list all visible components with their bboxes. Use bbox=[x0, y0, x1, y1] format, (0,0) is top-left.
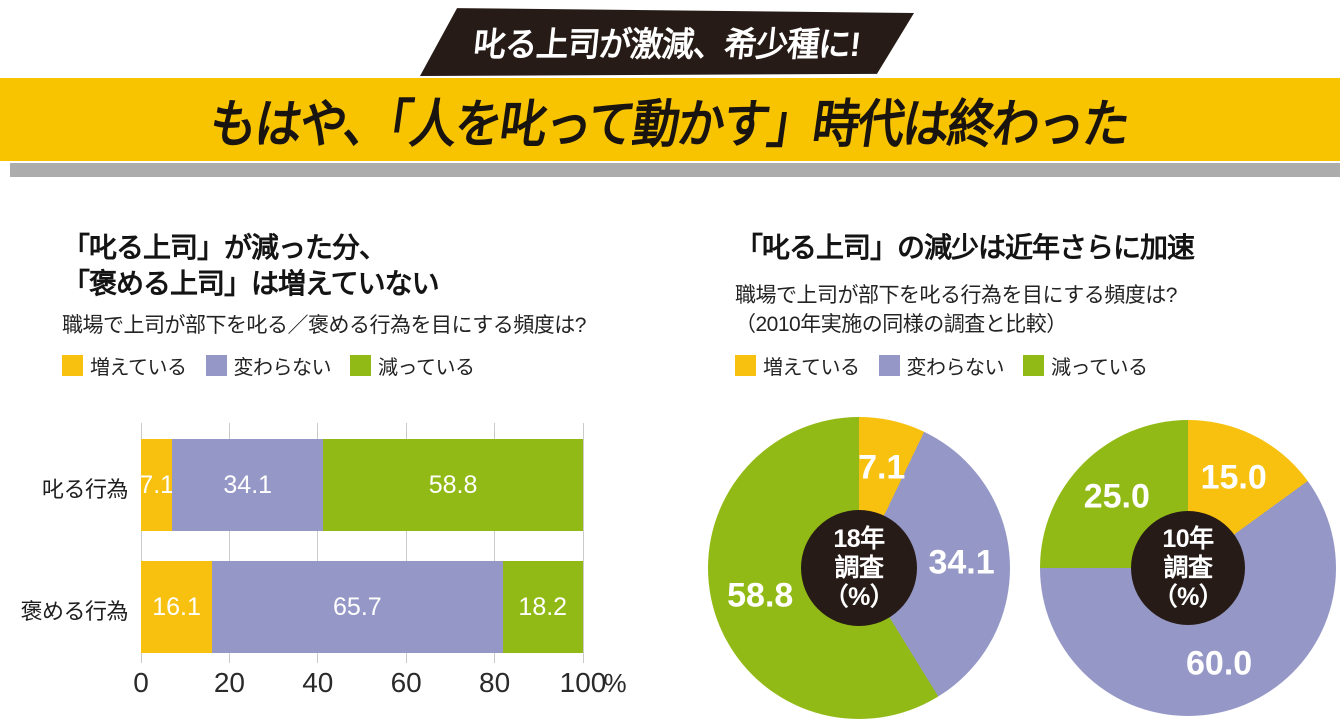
donut-center-line-2: 調査 bbox=[1163, 553, 1213, 582]
bar-value-label: 16.1 bbox=[152, 592, 201, 621]
legend-label-decrease: 減っている bbox=[1051, 356, 1148, 379]
x-axis-tick-100: 100 bbox=[559, 667, 607, 698]
gridline-40 bbox=[317, 423, 319, 663]
legend-swatch-decrease bbox=[1023, 354, 1044, 376]
headline-banner: もはや、「人を叱って動かす」時代は終わった bbox=[0, 78, 1340, 161]
gridline-60 bbox=[405, 423, 407, 663]
bar-segment-increase: 16.1 bbox=[141, 561, 213, 653]
legend-item-increase: 増えている bbox=[62, 351, 187, 380]
donut-value-label-same: 60.0 bbox=[1186, 644, 1253, 683]
top-tag-text: 叱る上司が激減、希少種に! bbox=[471, 25, 862, 64]
x-axis-tick-0: 0 bbox=[133, 667, 149, 698]
legend-item-same: 変わらない bbox=[205, 351, 332, 380]
right-chart-subtitle-line2: （2010年実施の同様の調査と比較） bbox=[735, 313, 1067, 336]
bar-category-label: 褒める行為 bbox=[20, 599, 128, 624]
donut-center-line-2: 調査 bbox=[834, 553, 884, 582]
donut-center-line-1: 10年 bbox=[1162, 524, 1214, 553]
top-tag-banner: 叱る上司が激減、希少種に! bbox=[420, 8, 914, 76]
donut-chart-2018: 18年 調査 （%） bbox=[708, 417, 1010, 719]
left-legend: 増えている 変わらない 減っている bbox=[62, 351, 475, 380]
donut-value-label-same: 34.1 bbox=[928, 543, 995, 582]
legend-label-same: 変わらない bbox=[906, 356, 1005, 379]
legend-swatch-same bbox=[205, 354, 227, 376]
bar-value-label: 65.7 bbox=[333, 592, 382, 621]
donut-value-label-increase: 15.0 bbox=[1200, 458, 1267, 497]
legend-item-increase: 増えている bbox=[735, 351, 860, 380]
legend-swatch-decrease bbox=[350, 354, 371, 376]
donut-value-label-increase: 7.1 bbox=[858, 448, 906, 487]
legend-item-same: 変わらない bbox=[878, 351, 1005, 380]
legend-swatch-same bbox=[878, 354, 900, 376]
right-chart-title: 「叱る上司」の減少は近年さらに加速 bbox=[735, 232, 1195, 263]
legend-item-decrease: 減っている bbox=[1023, 351, 1148, 380]
stacked-bar-chart: 7.1 34.1 58.8 16.1 65.7 18.2 bbox=[139, 423, 584, 663]
bar-category-label: 叱る行為 bbox=[41, 477, 129, 502]
donut-chart-2010: 10年 調査 （%） bbox=[1040, 420, 1336, 716]
bar-value-label: 58.8 bbox=[428, 470, 478, 499]
bar-segment-same: 34.1 bbox=[172, 439, 324, 531]
legend-label-increase: 増えている bbox=[763, 356, 860, 379]
donut-center-line-3: （%） bbox=[823, 582, 895, 611]
donut-center-line-1: 18年 bbox=[833, 524, 885, 553]
bar-segment-increase: 7.1 bbox=[139, 439, 175, 531]
donut-center-line-3: （%） bbox=[1152, 582, 1224, 611]
donut-value-label-decrease: 25.0 bbox=[1083, 477, 1150, 516]
headline-shadow-bar bbox=[10, 163, 1340, 177]
legend-item-decrease: 減っている bbox=[350, 351, 475, 380]
donut-value-label-decrease: 58.8 bbox=[727, 576, 794, 615]
headline-text: もはや、「人を叱って動かす」時代は終わった bbox=[206, 96, 1133, 154]
bar-value-label: 18.2 bbox=[518, 592, 568, 621]
left-chart-title-line1: 「叱る上司」が減った分、 bbox=[62, 232, 387, 263]
x-axis-tick-40: 40 bbox=[302, 667, 334, 698]
bar-row-2: 16.1 65.7 18.2 bbox=[141, 561, 583, 653]
right-legend: 増えている 変わらない 減っている bbox=[735, 351, 1148, 380]
legend-label-decrease: 減っている bbox=[378, 356, 475, 379]
legend-swatch-increase bbox=[62, 354, 83, 376]
gridline-100 bbox=[582, 423, 584, 663]
left-chart-subtitle: 職場で上司が部下を叱る／褒める行為を目にする頻度は? bbox=[62, 314, 586, 337]
right-chart-subtitle-line1: 職場で上司が部下を叱る行為を目にする頻度は? bbox=[735, 284, 1177, 307]
left-chart-title-line2: 「褒める上司」は増えていない bbox=[62, 268, 440, 299]
left-chart-title: 「叱る上司」が減った分、 「褒める上司」は増えていない bbox=[62, 230, 440, 302]
x-axis-tick-80: 80 bbox=[479, 667, 511, 698]
bar-segment-decrease: 18.2 bbox=[502, 561, 583, 653]
bar-row-1: 7.1 34.1 58.8 bbox=[139, 439, 583, 531]
bar-segment-decrease: 58.8 bbox=[323, 439, 583, 531]
gridline-0 bbox=[140, 423, 142, 663]
legend-label-increase: 増えている bbox=[90, 356, 187, 379]
x-axis-unit: % bbox=[603, 668, 627, 698]
right-chart-subtitle: 職場で上司が部下を叱る行為を目にする頻度は? （2010年実施の同様の調査と比較… bbox=[735, 281, 1177, 339]
bar-value-label: 7.1 bbox=[139, 470, 175, 499]
gridline-80 bbox=[494, 423, 496, 663]
donut-center: 18年 調査 （%） bbox=[801, 510, 917, 626]
gridline-20 bbox=[228, 423, 230, 663]
legend-label-same: 変わらない bbox=[233, 356, 332, 379]
x-axis-tick-20: 20 bbox=[213, 667, 245, 698]
legend-swatch-increase bbox=[735, 354, 756, 376]
donut-center: 10年 調査 （%） bbox=[1131, 511, 1245, 625]
x-axis-tick-60: 60 bbox=[390, 667, 422, 698]
bar-value-label: 34.1 bbox=[223, 470, 273, 499]
bar-segment-same: 65.7 bbox=[212, 561, 503, 653]
